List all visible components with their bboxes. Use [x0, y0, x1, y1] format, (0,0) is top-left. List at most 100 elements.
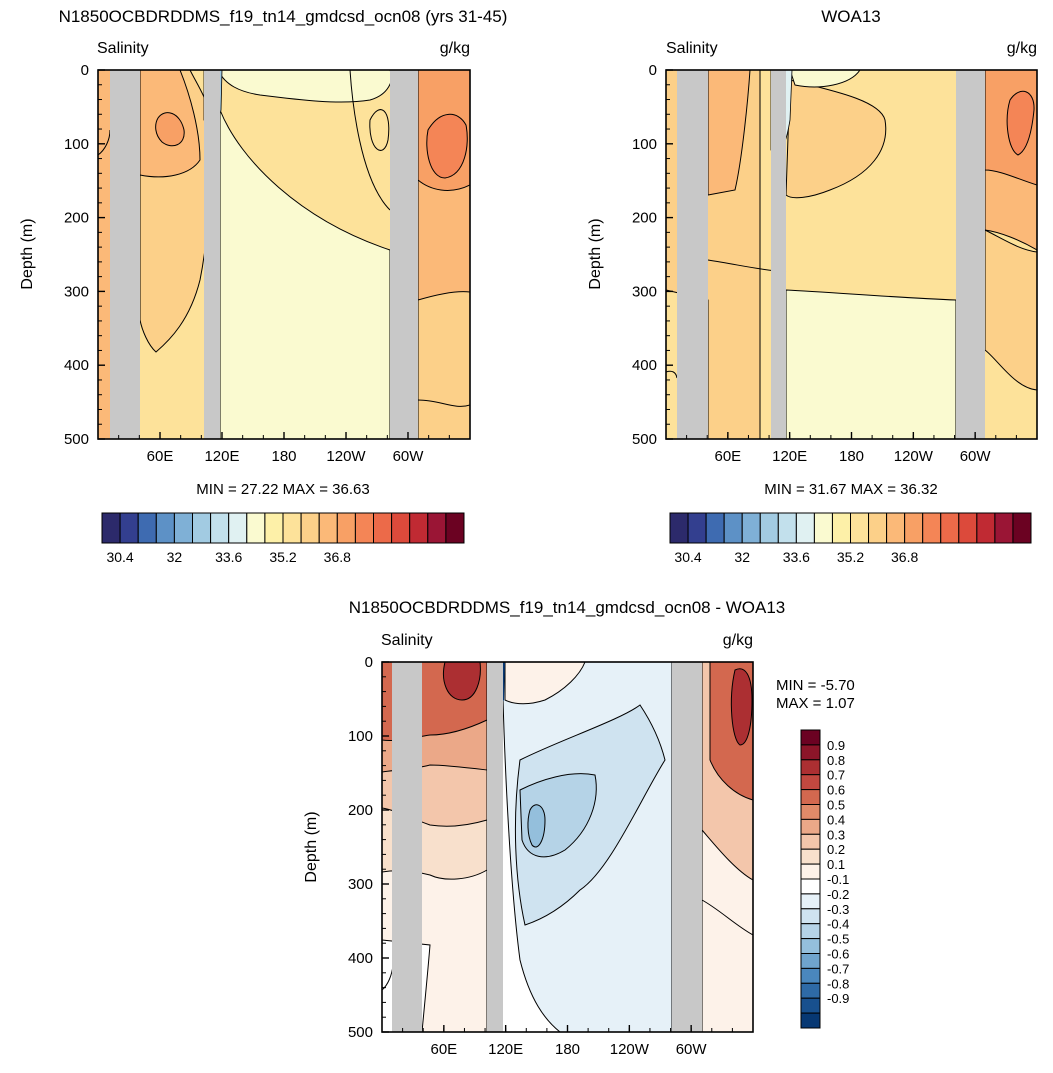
colorbar-swatch: [800, 923, 821, 940]
diff-colorbar: 0.90.80.70.60.50.40.30.20.1-0.1-0.2-0.3-…: [800, 729, 849, 1029]
y-tick-label: 100: [632, 136, 657, 153]
colorbar-swatch: [741, 512, 761, 544]
colorbar-swatch: [705, 512, 725, 544]
colorbar-label: -0.3: [827, 902, 849, 917]
colorbar-swatch: [800, 863, 821, 880]
diff-plot-area: [382, 662, 753, 1032]
colorbar-swatch: [246, 512, 266, 544]
x-tick-label: 120E: [204, 448, 239, 465]
colorbar-label: 0.8: [827, 753, 845, 768]
diff-surface-warm: [504, 662, 586, 705]
diff-contour-2: [701, 899, 753, 936]
model-panel: N1850OCBDRDDMS_f19_tn14_gmdcsd_ocn08 (yr…: [19, 7, 507, 565]
obs-y-axis: 0 100 200 300 400 500: [632, 62, 673, 448]
colorbar-label: -0.1: [827, 872, 849, 887]
colorbar-swatch: [800, 938, 821, 954]
obs-contour-1: [666, 370, 678, 379]
colorbar-label: 0.5: [827, 798, 845, 813]
y-tick-label: 200: [64, 210, 89, 227]
colorbar-swatch: [373, 512, 393, 544]
colorbar-swatch: [976, 512, 996, 544]
obs-east-max: [1006, 90, 1035, 156]
x-tick-label: 120E: [772, 448, 807, 465]
colorbar-swatch: [119, 512, 139, 544]
colorbar-swatch: [759, 512, 779, 544]
colorbar-swatch: [800, 967, 821, 984]
diff-y-axis: 0 100 200 300 400 500: [348, 654, 389, 1041]
model-contour-3: [369, 109, 390, 151]
colorbar-label: 0.3: [827, 827, 845, 842]
colorbar-label: 36.8: [891, 549, 918, 565]
colorbar-swatch: [800, 848, 821, 865]
colorbar-swatch: [1012, 512, 1032, 544]
y-tick-label: 200: [348, 802, 373, 819]
colorbar-swatch: [101, 512, 121, 544]
colorbar-swatch: [391, 512, 411, 544]
colorbar-label: 35.2: [837, 549, 864, 565]
model-land-africa: [110, 70, 140, 439]
obs-title: WOA13: [821, 7, 881, 26]
colorbar-swatch: [318, 512, 338, 544]
obs-land-maritime: [771, 70, 786, 439]
colorbar-label: -0.5: [827, 932, 849, 947]
colorbar-label: -0.2: [827, 887, 849, 902]
colorbar-label: 35.2: [269, 549, 296, 565]
y-tick-label: 100: [64, 136, 89, 153]
colorbar-swatch: [868, 512, 888, 544]
colorbar-label: 32: [734, 549, 750, 565]
colorbar-swatch: [427, 512, 447, 544]
colorbar-label: 32: [167, 549, 183, 565]
colorbar-swatch: [800, 953, 821, 969]
obs-min-max: MIN = 31.67 MAX = 36.32: [764, 481, 937, 498]
colorbar-label: 0.7: [827, 768, 845, 783]
colorbar-swatch: [210, 512, 230, 544]
y-tick-label: 200: [632, 210, 657, 227]
colorbar-swatch: [800, 744, 821, 761]
x-tick-label: 60E: [430, 1041, 457, 1058]
model-contour-2: [349, 70, 391, 211]
colorbar-swatch: [940, 512, 960, 544]
obs-x-axis: 60E 120E 180 120W 60W: [686, 432, 1017, 465]
x-tick-label: 60W: [393, 448, 425, 465]
colorbar-swatch: [994, 512, 1014, 544]
x-tick-label: 180: [271, 448, 296, 465]
diff-variable-label: Salinity: [381, 632, 433, 649]
colorbar-swatch: [922, 512, 942, 544]
y-tick-label: 400: [348, 950, 373, 967]
x-tick-label: 60E: [714, 448, 741, 465]
colorbar-label: 0.9: [827, 738, 845, 753]
colorbar-swatch: [800, 759, 821, 776]
diff-land-maritime: [487, 662, 503, 1032]
colorbar-swatch: [155, 512, 175, 544]
obs-pacific-deep: [785, 289, 957, 439]
model-title: N1850OCBDRDDMS_f19_tn14_gmdcsd_ocn08 (yr…: [59, 7, 508, 26]
colorbar-swatch: [795, 512, 815, 544]
y-tick-label: 300: [64, 283, 89, 300]
colorbar-swatch: [282, 512, 302, 544]
x-tick-label: 60W: [960, 448, 992, 465]
model-land-americas: [390, 70, 418, 439]
x-tick-label: 180: [839, 448, 864, 465]
x-tick-label: 60E: [147, 448, 174, 465]
colorbar-swatch: [669, 512, 689, 544]
colorbar-label: -0.6: [827, 947, 849, 962]
colorbar-swatch: [264, 512, 284, 544]
colorbar-label: 36.8: [324, 549, 351, 565]
colorbar-swatch: [800, 997, 821, 1014]
colorbar-label: -0.9: [827, 991, 849, 1006]
y-tick-label: 500: [348, 1024, 373, 1041]
model-colorbar: 30.4 32 33.6 35.2 36.8: [101, 512, 465, 565]
model-contour-4: [417, 399, 470, 407]
colorbar-swatch: [800, 878, 821, 895]
colorbar-swatch: [800, 818, 821, 835]
colorbar-swatch: [800, 729, 821, 746]
diff-y-axis-label: Depth (m): [303, 811, 320, 882]
diff-west-max: [443, 662, 481, 701]
obs-units-label: g/kg: [1007, 40, 1037, 57]
y-tick-label: 0: [649, 62, 657, 79]
obs-surface-fresh: [789, 70, 861, 88]
colorbar-swatch: [300, 512, 320, 544]
colorbar-swatch: [850, 512, 870, 544]
obs-pacific-tongue: [785, 79, 887, 199]
